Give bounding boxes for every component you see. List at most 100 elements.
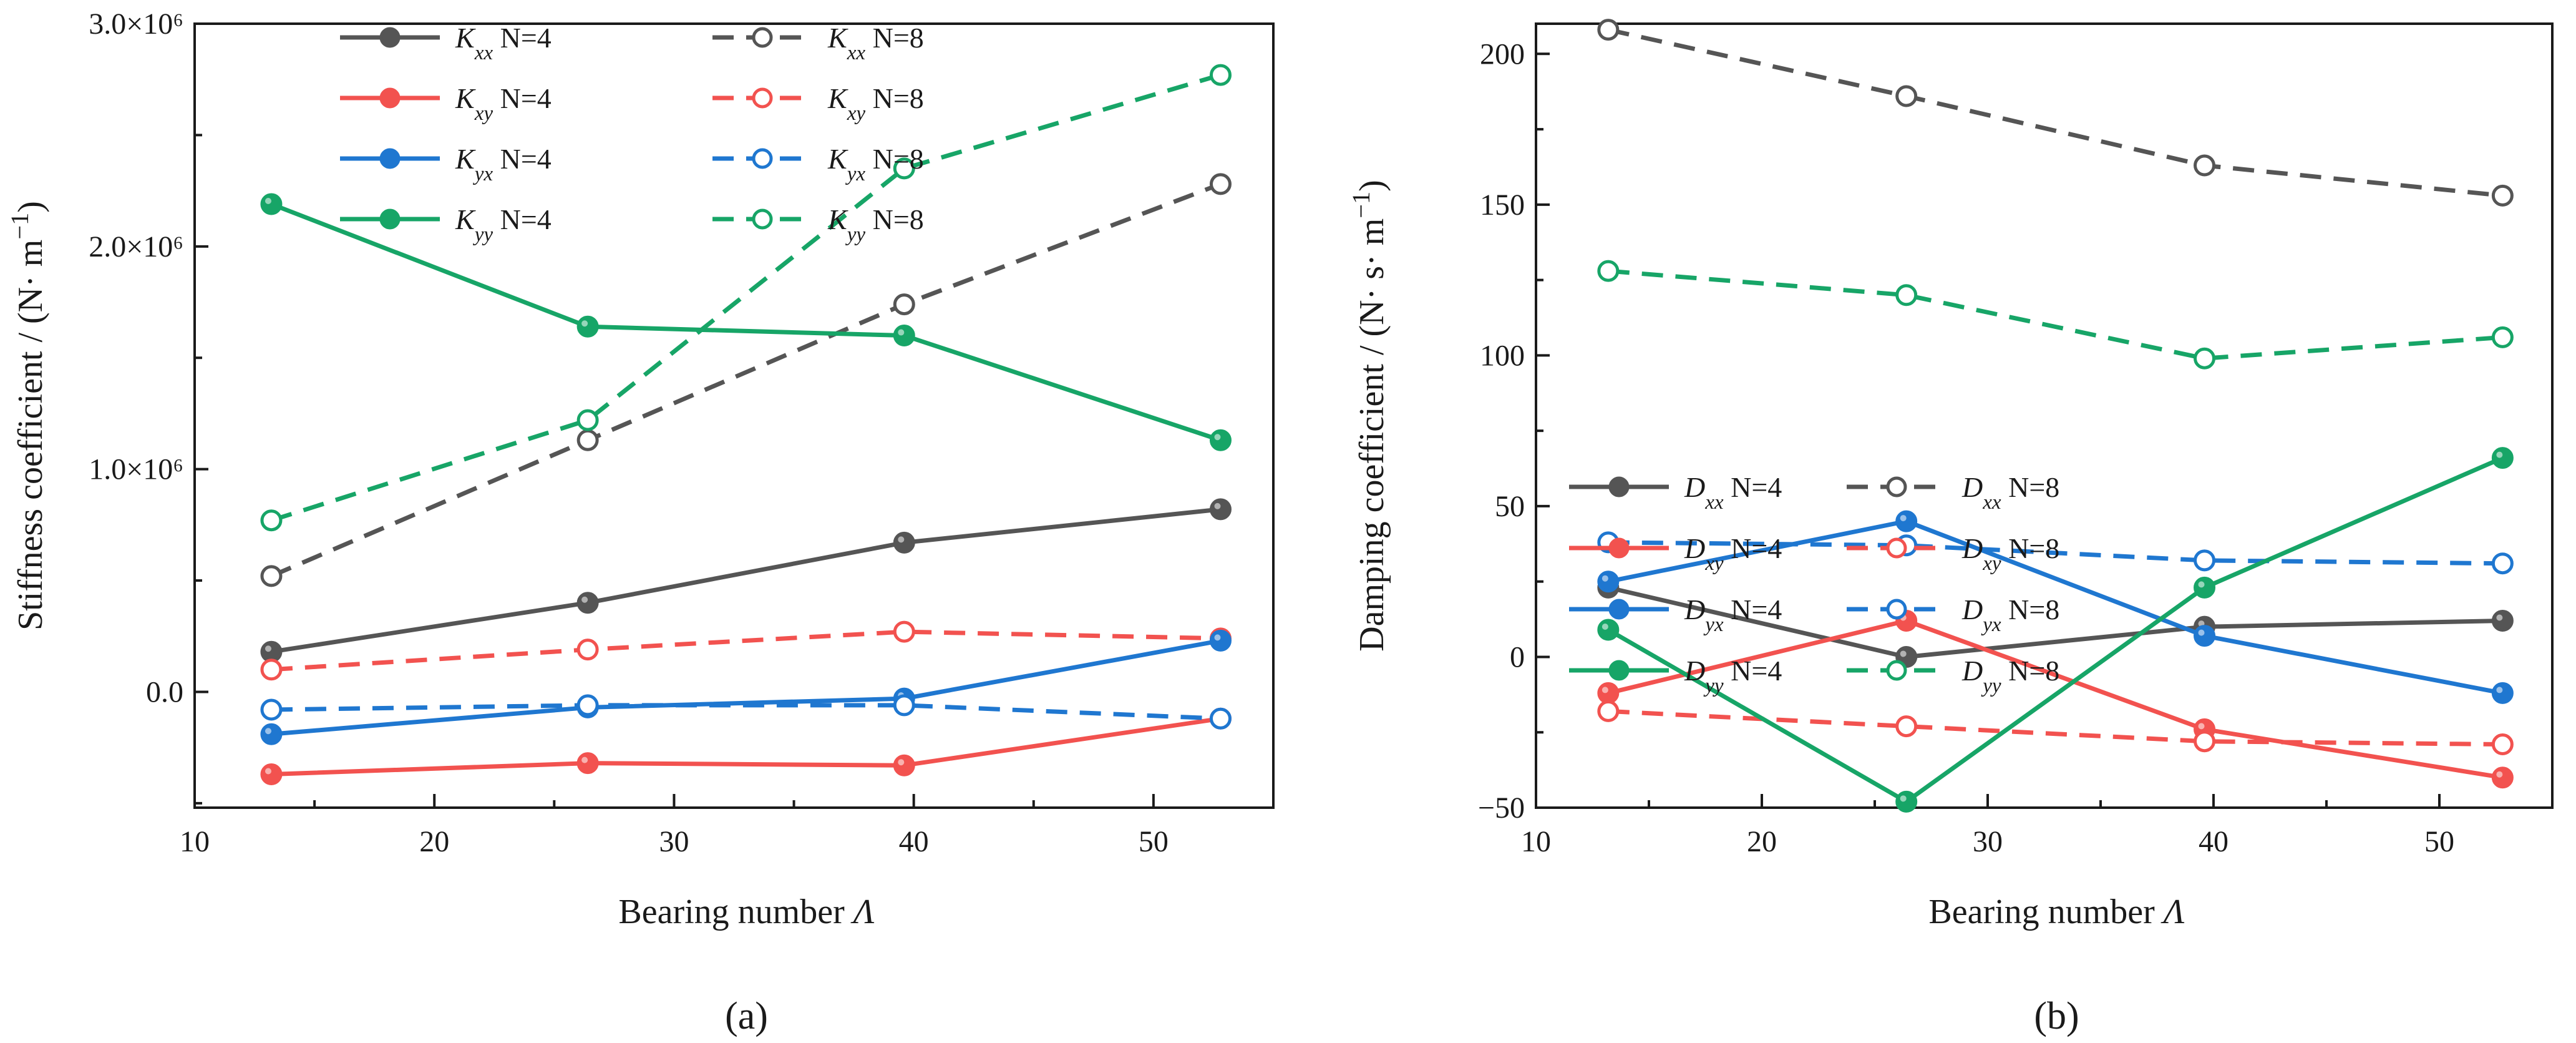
data-point-highlight	[1900, 650, 1907, 657]
data-point	[1209, 629, 1232, 652]
legend-item: Kyx N=4	[340, 143, 552, 185]
data-point-highlight	[2496, 771, 2503, 778]
data-point	[2194, 730, 2216, 753]
legend-item: Kxx N=4	[340, 22, 552, 64]
data-point-highlight	[1601, 575, 1608, 582]
data-point	[893, 531, 915, 554]
legend-item: Dxx N=8	[1847, 471, 2059, 514]
data-point-highlight	[2496, 614, 2503, 621]
y-tick-label: −50	[1478, 791, 1525, 825]
legend-marker	[379, 208, 401, 230]
series-line	[270, 182, 1222, 579]
data-point	[2491, 184, 2514, 207]
data-point-highlight	[1214, 634, 1221, 641]
legend-marker	[752, 148, 773, 169]
data-point-highlight	[2198, 629, 2205, 636]
data-point	[1597, 19, 1620, 41]
data-point	[576, 639, 599, 661]
data-point	[576, 409, 599, 431]
data-point	[1895, 715, 1918, 738]
y-axis-title: Damping coefficient / (N· s· m−1)	[1347, 180, 1392, 652]
x-axis-title: Bearing number Λ	[1928, 893, 2184, 931]
x-tick-label: 30	[1973, 825, 2003, 858]
legend-item: Dyx N=8	[1847, 594, 2059, 636]
data-point	[893, 293, 915, 316]
data-point	[2194, 347, 2216, 370]
legend-item: Kxy N=8	[712, 82, 924, 125]
data-point	[2194, 154, 2216, 177]
legend-item: Dyx N=4	[1569, 594, 1782, 636]
legend-item: Dyy N=4	[1569, 655, 1782, 697]
panel-label: (b)	[2034, 995, 2079, 1037]
data-point	[1209, 173, 1232, 195]
x-tick-label: 50	[1139, 825, 1169, 858]
legend-label: Dyx N=4	[1684, 594, 1782, 636]
data-point	[893, 620, 915, 643]
data-point	[2491, 609, 2514, 632]
data-point	[1895, 510, 1918, 532]
data-point	[1597, 570, 1620, 593]
data-point	[2491, 733, 2514, 756]
data-point-highlight	[898, 759, 905, 766]
data-point	[1895, 284, 1918, 306]
data-point	[1597, 260, 1620, 282]
data-point	[576, 752, 599, 775]
series-dxy-n8	[1597, 700, 2514, 756]
legend-marker	[752, 87, 773, 109]
series-dyy-n8	[1597, 260, 2514, 370]
series-line	[1608, 519, 2504, 695]
x-tick-label: 10	[1521, 825, 1551, 858]
series-line	[1608, 585, 2503, 659]
x-tick-label: 30	[659, 825, 689, 858]
data-point	[1895, 790, 1918, 813]
data-point	[2491, 447, 2514, 469]
series-line	[1608, 618, 2503, 780]
legend-label: Kxx N=4	[455, 22, 552, 64]
x-axis-title: Bearing number Λ	[618, 893, 874, 931]
x-tick-label: 10	[180, 825, 210, 858]
data-point-highlight	[265, 768, 271, 775]
data-point-highlight	[1900, 795, 1907, 802]
data-point	[2491, 326, 2514, 348]
data-point-highlight	[1214, 434, 1221, 441]
y-tick-label: 100	[1480, 339, 1525, 372]
data-point	[2491, 766, 2514, 789]
data-point	[1209, 707, 1232, 730]
data-point	[893, 694, 915, 717]
x-tick-label: 40	[899, 825, 929, 858]
series-dxy-n4	[1597, 609, 2514, 789]
legend-label: Kxy N=4	[455, 82, 552, 125]
legend-marker	[1886, 537, 1907, 559]
data-point	[1597, 700, 1620, 722]
legend-marker	[1886, 599, 1907, 620]
legend-marker	[1886, 660, 1907, 681]
data-point-highlight	[898, 329, 905, 336]
series-line	[271, 638, 1222, 737]
legend-item: Kxy N=4	[340, 82, 552, 125]
data-point	[260, 640, 283, 663]
legend-label: Kyy N=4	[455, 203, 552, 246]
data-point	[1209, 429, 1232, 451]
data-point-highlight	[2198, 723, 2205, 730]
y-tick-label: 0.0	[146, 675, 183, 708]
legend-item: Kyx N=8	[712, 143, 924, 185]
legend-item: Dxx N=4	[1569, 471, 1782, 514]
legend-marker	[1608, 537, 1630, 559]
legend-label: Kxx N=8	[827, 22, 924, 64]
data-point-highlight	[1900, 515, 1907, 522]
legend-label: Dyy N=4	[1684, 655, 1782, 697]
data-point	[2194, 625, 2216, 647]
series-line	[1608, 540, 2503, 566]
series-kyy-n4	[260, 193, 1232, 451]
x-tick-label: 40	[2199, 825, 2228, 858]
plot-frame	[1535, 22, 2554, 809]
data-point-highlight	[581, 320, 588, 327]
data-point	[1597, 619, 1620, 641]
data-point	[260, 698, 283, 721]
data-point	[2194, 549, 2216, 572]
legend: Kxx N=4 Kxx N=8 Kxy N=4 Kxy N=8 Kyx N=4 Kyx N…	[340, 22, 924, 246]
data-point-highlight	[2198, 581, 2205, 588]
data-point	[2491, 682, 2514, 704]
legend-label: Dxx N=8	[1961, 471, 2059, 514]
data-point-highlight	[265, 645, 271, 652]
